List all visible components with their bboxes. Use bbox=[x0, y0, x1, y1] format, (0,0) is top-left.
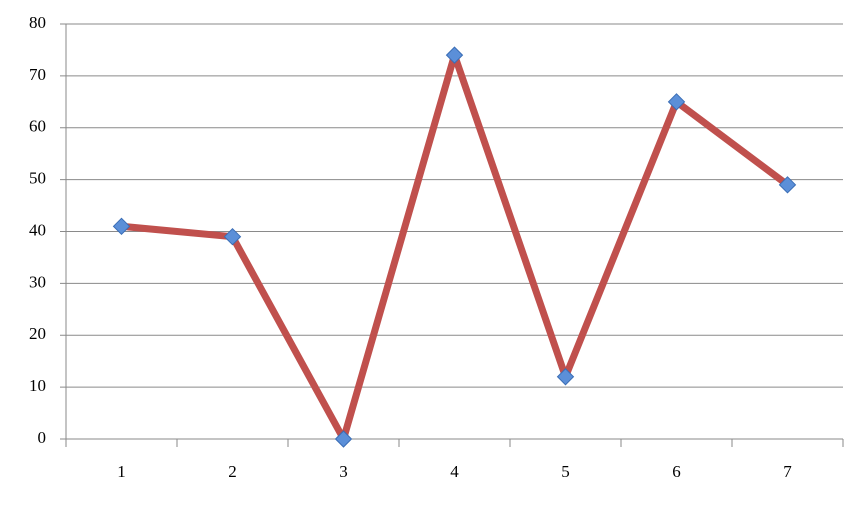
x-tick-label: 4 bbox=[450, 462, 459, 481]
data-marker bbox=[667, 93, 686, 111]
x-tick-label: 5 bbox=[561, 462, 570, 481]
x-tick-label: 7 bbox=[783, 462, 792, 481]
y-tick-label: 70 bbox=[29, 65, 46, 84]
y-tick-label: 20 bbox=[29, 324, 46, 343]
y-tick-label: 30 bbox=[29, 272, 46, 291]
data-marker bbox=[223, 227, 242, 246]
data-marker bbox=[112, 217, 131, 236]
y-tick-label: 60 bbox=[29, 117, 46, 136]
y-tick-label: 0 bbox=[38, 428, 47, 447]
x-tick-label: 2 bbox=[228, 462, 237, 481]
data-marker bbox=[334, 430, 353, 448]
data-marker bbox=[445, 46, 464, 64]
x-tick-label: 1 bbox=[117, 462, 126, 481]
data-line bbox=[121, 51, 790, 443]
data-marker bbox=[556, 368, 575, 386]
y-tick-label: 10 bbox=[29, 376, 46, 395]
x-tick-label: 6 bbox=[672, 462, 681, 481]
y-tick-label: 40 bbox=[29, 220, 46, 239]
y-tick-label: 80 bbox=[29, 13, 46, 32]
x-tick-label: 3 bbox=[339, 462, 348, 481]
data-marker bbox=[778, 176, 797, 194]
y-tick-label: 50 bbox=[29, 169, 46, 188]
